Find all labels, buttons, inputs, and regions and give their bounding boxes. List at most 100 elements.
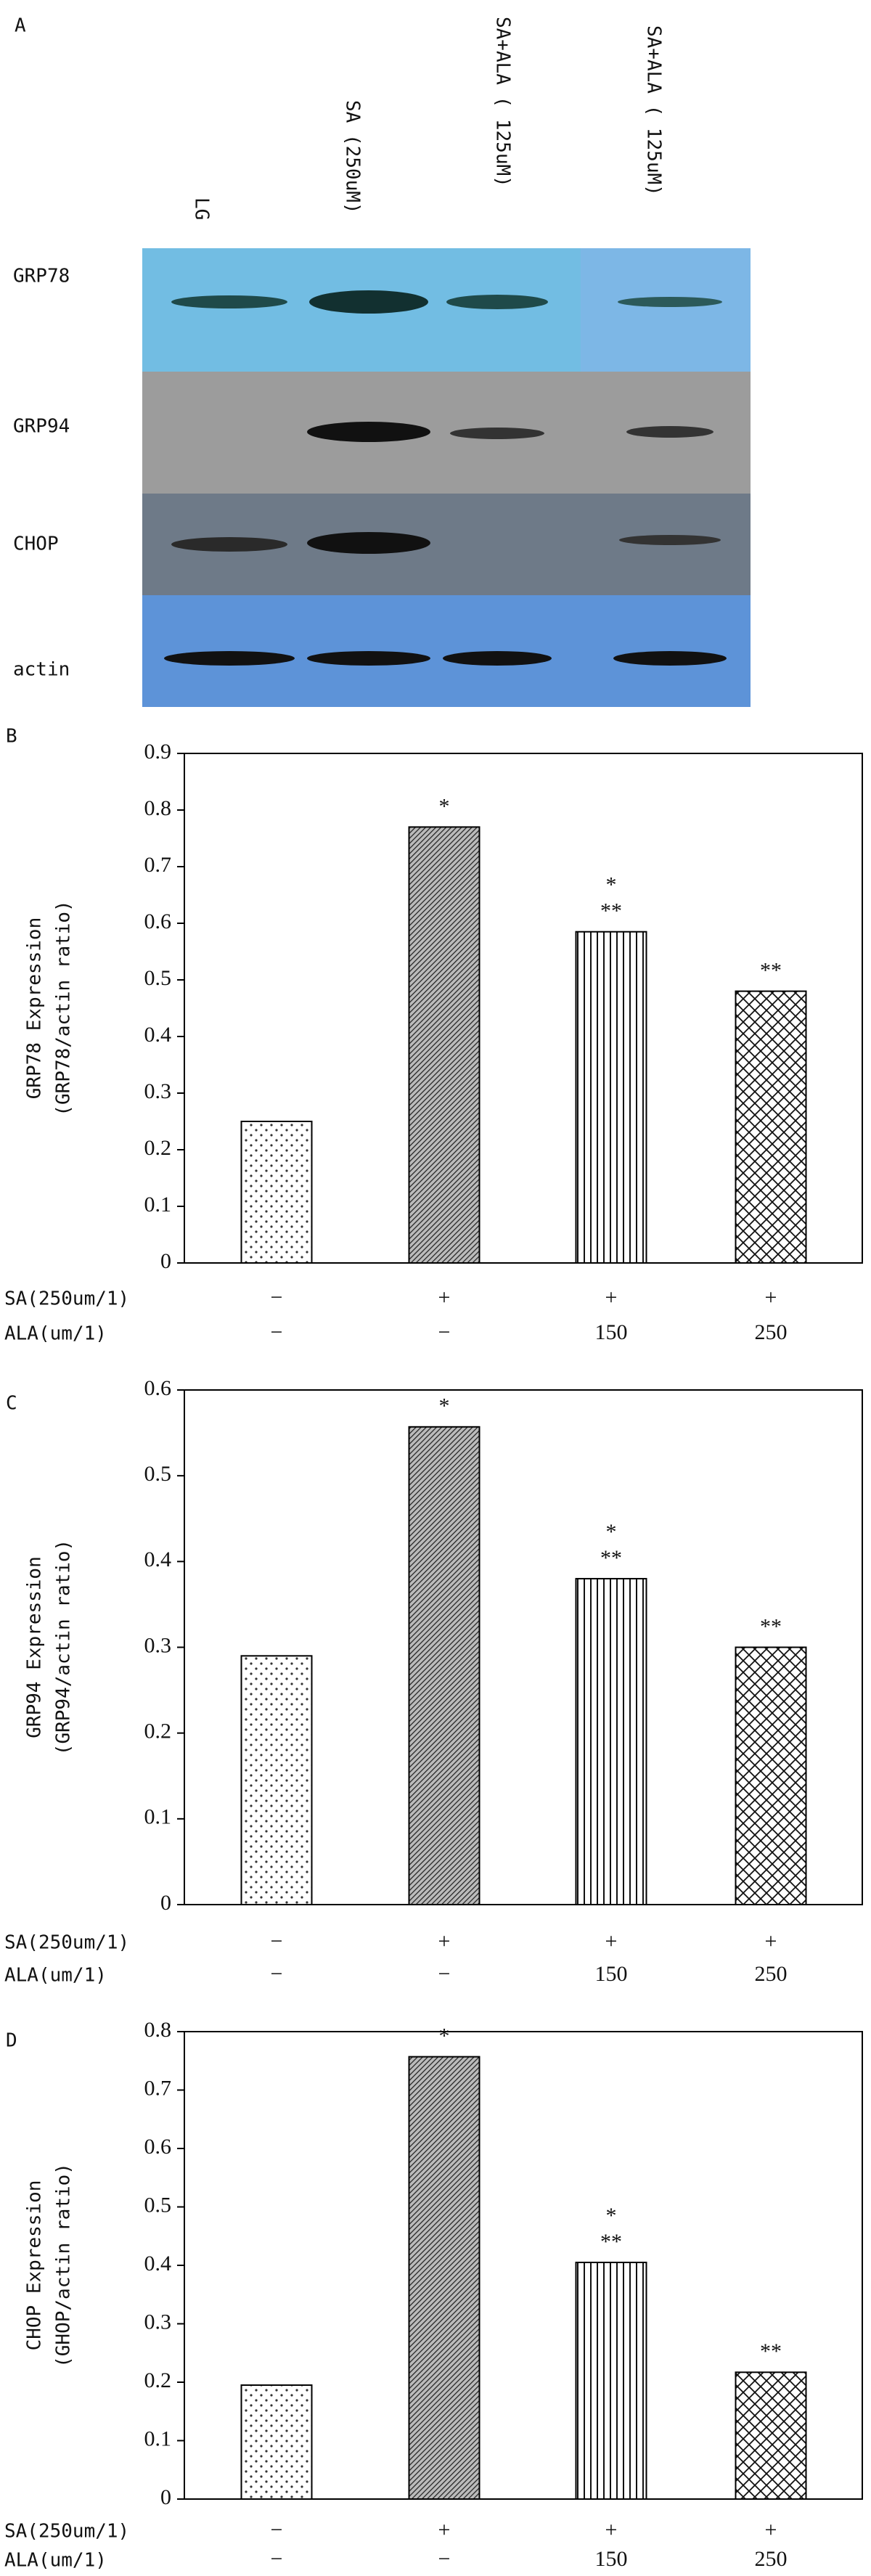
x-row-label: ALA(um/1) (4, 1323, 107, 1345)
y-tick-label: 0.2 (144, 2368, 172, 2392)
significance-mark: * (606, 1520, 617, 1544)
panel-letter: D (6, 2030, 17, 2052)
bar (408, 2056, 481, 2500)
x-row-cell: + (765, 2518, 777, 2542)
panel-letter: A (15, 15, 26, 37)
x-row-cell: 150 (595, 2547, 628, 2571)
x-row-cell: 150 (595, 1962, 628, 1986)
x-row-cell: − (271, 2547, 283, 2571)
y-tick-label: 0.8 (144, 796, 172, 820)
bar (575, 2261, 647, 2501)
y-tick-label: 0.6 (144, 909, 172, 933)
bar (735, 990, 807, 1264)
y-tick-label: 0.6 (144, 2135, 172, 2159)
bar (240, 2384, 313, 2500)
y-tick-label: 0.5 (144, 1462, 172, 1486)
x-row-cell: + (605, 2518, 618, 2542)
x-row-cell: + (605, 1929, 618, 1953)
x-row-cell: 250 (755, 1962, 788, 1986)
y-tick-label: 0.4 (144, 2252, 172, 2276)
y-tick-label: 0.2 (144, 1136, 172, 1160)
significance-mark: * (606, 2204, 617, 2228)
y-tick-label: 0 (160, 1891, 171, 1915)
panel-letter: C (6, 1393, 17, 1415)
significance-mark: ** (600, 2230, 622, 2254)
x-row-cell: − (271, 1320, 283, 1344)
significance-mark: * (439, 1394, 450, 1418)
y-tick-label: 0.3 (144, 1079, 172, 1103)
lane-label: SA+ALA ( 125uM) (643, 25, 665, 196)
y-tick-label: 0.3 (144, 2310, 172, 2334)
y-axis-label: CHOP Expression (24, 2180, 46, 2351)
x-row-cell: + (605, 1285, 618, 1309)
x-row-cell: + (438, 2518, 451, 2542)
x-row-label: SA(250um/1) (4, 1932, 129, 1954)
bar (735, 2371, 807, 2500)
y-tick-label: 0 (160, 1249, 171, 1273)
y-axis-label: GRP78 Expression (24, 917, 46, 1099)
lane-label: LG (191, 197, 213, 220)
x-row-label: ALA(um/1) (4, 2550, 107, 2572)
panel-letter: B (6, 726, 17, 748)
x-row-cell: + (765, 1285, 777, 1309)
significance-mark: ** (760, 1614, 782, 1638)
x-row-cell: 250 (755, 1320, 788, 1344)
x-row-label: ALA(um/1) (4, 1965, 107, 1987)
significance-mark: ** (760, 958, 782, 982)
x-row-cell: + (438, 1929, 451, 1953)
x-row-label: SA(250um/1) (4, 1288, 129, 1310)
x-row-cell: − (438, 1962, 451, 1986)
y-axis-label: (GRP78/actin ratio) (53, 900, 75, 1116)
y-axis-label: (GRP94/actin ratio) (53, 1540, 75, 1755)
significance-mark: * (439, 2024, 450, 2048)
x-row-cell: − (271, 2518, 283, 2542)
significance-mark: ** (600, 1546, 622, 1570)
x-row-cell: − (271, 1962, 283, 1986)
x-row-cell: − (271, 1285, 283, 1309)
y-tick-label: 0.9 (144, 740, 172, 764)
x-row-cell: − (271, 1929, 283, 1953)
y-tick-label: 0.3 (144, 1633, 172, 1657)
bar (240, 1121, 313, 1264)
x-row-cell: 250 (755, 2547, 788, 2571)
x-row-cell: + (438, 1285, 451, 1309)
significance-mark: ** (760, 2339, 782, 2363)
bar (240, 1655, 313, 1905)
y-axis-label: (GHOP/actin ratio) (53, 2163, 75, 2368)
x-row-cell: − (438, 1320, 451, 1344)
y-tick-label: 0.1 (144, 1193, 172, 1217)
y-tick-label: 0.7 (144, 2076, 172, 2100)
y-tick-label: 0.4 (144, 1023, 172, 1047)
protein-label: GRP78 (13, 266, 70, 287)
significance-mark: ** (600, 899, 622, 923)
y-axis-label: GRP94 Expression (24, 1556, 46, 1738)
bar (575, 1577, 647, 1905)
y-tick-label: 0.2 (144, 1720, 172, 1743)
y-tick-label: 0.5 (144, 966, 172, 990)
lane-label: SA+ALA ( 125uM) (492, 17, 514, 187)
lane-label: SA (250uM) (342, 100, 364, 214)
bar (408, 826, 481, 1264)
x-row-cell: 150 (595, 1320, 628, 1344)
bar (735, 1646, 807, 1905)
protein-label: actin (13, 659, 70, 681)
y-tick-label: 0.1 (144, 1805, 172, 1829)
x-row-label: SA(250um/1) (4, 2521, 129, 2543)
y-tick-label: 0.4 (144, 1547, 172, 1571)
y-tick-label: 0.8 (144, 2018, 172, 2042)
y-tick-label: 0.5 (144, 2193, 172, 2217)
significance-mark: * (606, 873, 617, 897)
y-tick-label: 0.7 (144, 853, 172, 877)
blot-image (142, 248, 751, 707)
bar (408, 1426, 481, 1905)
bar (575, 931, 647, 1264)
protein-label: CHOP (13, 533, 59, 555)
plot-frame (184, 753, 863, 1264)
x-row-cell: + (765, 1929, 777, 1953)
y-tick-label: 0 (160, 2485, 171, 2509)
protein-label: GRP94 (13, 416, 70, 438)
x-row-cell: − (438, 2547, 451, 2571)
y-tick-label: 0.6 (144, 1376, 172, 1400)
